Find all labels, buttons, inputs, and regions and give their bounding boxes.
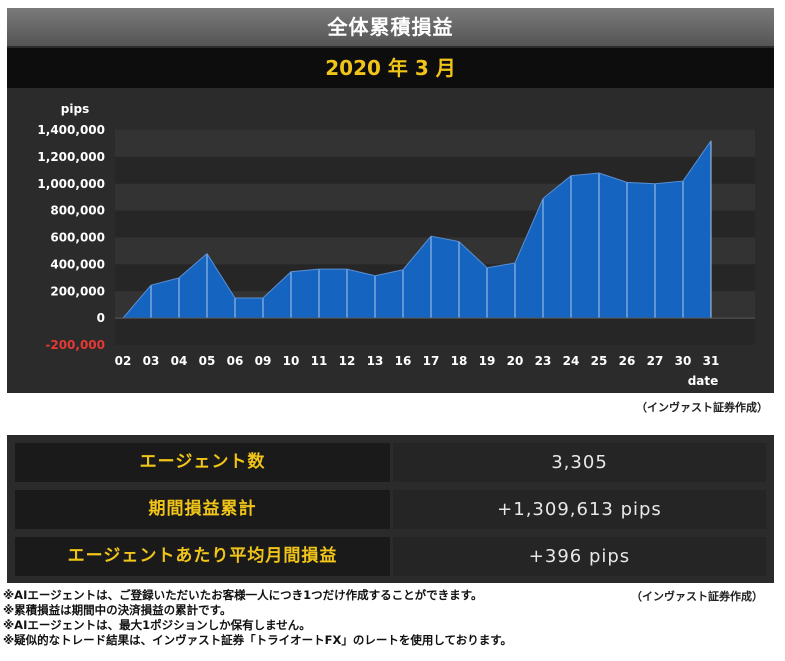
- chart-plot: 1,400,000 1,200,000 1,000,000 800,000 600,00…: [37, 102, 755, 388]
- footnotes: ※AIエージェントは、ご登録いただいたお客様一人につき1つだけ作成することができ…: [3, 588, 512, 648]
- x-tick-label: 30: [675, 354, 692, 368]
- y-tick-label: 1,400,000: [37, 123, 105, 137]
- stat-label: エージェントあたり平均月間損益: [15, 537, 390, 576]
- chart-credit: （インヴァスト証券作成）: [636, 401, 768, 414]
- footnote: ※AIエージェントは、最大1ポジションしか保有しません。: [3, 618, 311, 632]
- x-axis-label: date: [688, 374, 719, 388]
- y-tick-label: 200,000: [50, 284, 105, 298]
- x-tick-label: 23: [535, 354, 552, 368]
- stat-row-total: 期間損益累計 +1,309,613 pips: [15, 490, 766, 529]
- chart-title: 全体累積損益: [7, 8, 774, 46]
- x-tick-label: 17: [423, 354, 440, 368]
- x-tick-label: 18: [451, 354, 468, 368]
- x-tick-label: 11: [311, 354, 328, 368]
- grid-band: [115, 318, 755, 345]
- x-tick-label: 26: [619, 354, 636, 368]
- cumulative-area: [123, 140, 711, 319]
- x-tick-label: 03: [143, 354, 160, 368]
- x-tick-label: 27: [647, 354, 664, 368]
- stat-row-agents: エージェント数 3,305: [15, 443, 766, 482]
- y-tick-label: 0: [97, 311, 105, 325]
- y-tick-label: 1,200,000: [37, 150, 105, 164]
- grid-band: [115, 156, 755, 184]
- chart-panel: 全体累積損益 2020 年 3 月 1,400,000 1,200,000 1,00…: [7, 8, 774, 393]
- x-tick-label: 02: [115, 354, 132, 368]
- x-tick-label: 13: [367, 354, 384, 368]
- x-tick-label: 05: [199, 354, 216, 368]
- stat-label: 期間損益累計: [15, 490, 390, 529]
- x-tick-label: 31: [703, 354, 720, 368]
- stat-row-average: エージェントあたり平均月間損益 +396 pips: [15, 537, 766, 576]
- footnote: ※疑似的なトレード結果は、インヴァスト証券「トライオートFX」のレートを使用して…: [3, 633, 513, 647]
- x-tick-label: 10: [283, 354, 300, 368]
- y-axis-label: pips: [61, 102, 89, 116]
- footnote: ※AIエージェントは、ご登録いただいたお客様一人につき1つだけ作成することができ…: [3, 588, 483, 602]
- x-tick-label: 09: [255, 354, 272, 368]
- table-credit: （インヴァスト証券作成）: [631, 590, 763, 603]
- y-tick-label: 1,000,000: [37, 177, 105, 191]
- stats-panel: エージェント数 3,305 期間損益累計 +1,309,613 pips エージ…: [7, 435, 774, 583]
- x-tick-label: 16: [395, 354, 412, 368]
- x-tick-label: 25: [591, 354, 608, 368]
- y-tick-label: 600,000: [50, 231, 105, 245]
- chart-period: 2020 年 3 月: [7, 48, 774, 88]
- y-tick-label: -200,000: [45, 338, 105, 352]
- stat-value: +396 pips: [393, 537, 766, 576]
- x-tick-label: 12: [339, 354, 356, 368]
- stat-label: エージェント数: [15, 443, 390, 482]
- x-tick-label: 06: [227, 354, 244, 368]
- footnote: ※累積損益は期間中の決済損益の累計です。: [3, 603, 232, 617]
- x-tick-label: 24: [563, 354, 580, 368]
- x-tick-label: 20: [507, 354, 524, 368]
- x-tick-label: 04: [171, 354, 188, 368]
- y-tick-label: 800,000: [50, 204, 105, 218]
- x-tick-label: 19: [479, 354, 496, 368]
- y-tick-label: 400,000: [50, 257, 105, 271]
- cumulative-line: [122, 140, 712, 319]
- grid-band: [115, 130, 755, 157]
- stat-value: 3,305: [393, 443, 766, 482]
- stat-value: +1,309,613 pips: [393, 490, 766, 529]
